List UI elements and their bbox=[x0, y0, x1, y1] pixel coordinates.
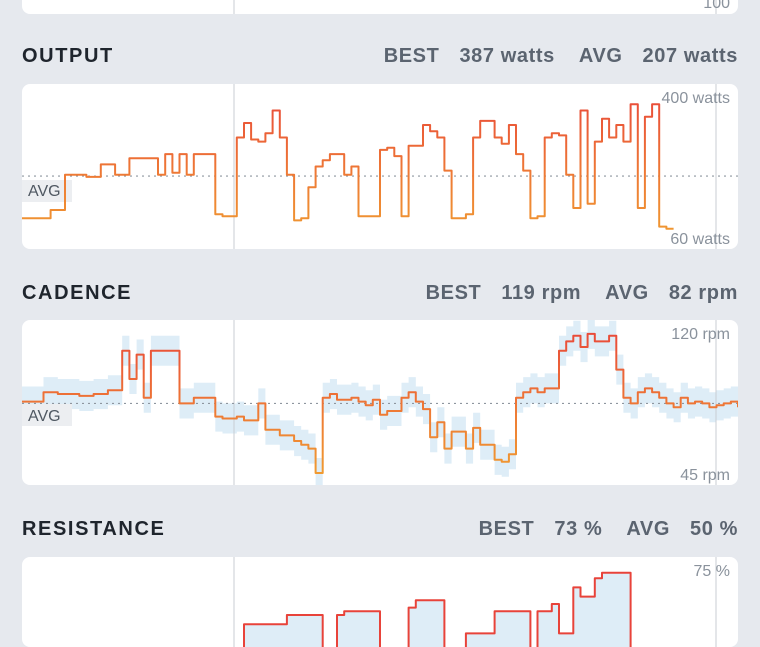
cadence-best-value: 119 rpm bbox=[501, 281, 582, 304]
output-avg-label-bg bbox=[22, 180, 72, 202]
cadence-header: CADENCE BEST 119 rpm AVG 82 rpm bbox=[22, 279, 738, 307]
cadence-title: CADENCE bbox=[22, 281, 133, 304]
cadence-avg-label: AVG bbox=[605, 281, 649, 304]
resistance-series-line bbox=[243, 571, 632, 647]
resistance-title: RESISTANCE bbox=[22, 517, 166, 540]
resistance-header: RESISTANCE BEST 73 % AVG 50 % bbox=[22, 515, 738, 543]
cadence-chart: 120 rpm 45 rpm AVG bbox=[22, 320, 738, 485]
resistance-best-value: 73 % bbox=[554, 517, 603, 540]
cadence-best-label: BEST bbox=[425, 281, 482, 304]
resistance-avg-value: 50 % bbox=[690, 517, 738, 540]
cadence-min-label: 45 rpm bbox=[680, 467, 730, 484]
resistance-best-label: BEST bbox=[478, 517, 535, 540]
top-chart-svg: 100 bbox=[233, 0, 730, 14]
cadence-max-label: 120 rpm bbox=[671, 326, 730, 343]
cadence-avg-line-label: AVG bbox=[28, 408, 61, 425]
resistance-chart-card: 75 % bbox=[22, 557, 738, 647]
cadence-series-line bbox=[22, 332, 738, 474]
top-chart-max-label: 100 bbox=[703, 0, 730, 12]
cadence-stats: BEST 119 rpm AVG 82 rpm bbox=[408, 282, 738, 305]
output-chart-card: 400 watts 60 watts AVG bbox=[22, 84, 738, 249]
output-title: OUTPUT bbox=[22, 44, 114, 67]
cadence-chart-card: 120 rpm 45 rpm AVG bbox=[22, 320, 738, 485]
cadence-avg-label-bg bbox=[22, 404, 72, 426]
output-avg-label: AVG bbox=[578, 44, 623, 67]
output-max-label: 400 watts bbox=[662, 90, 730, 107]
output-chart: 400 watts 60 watts AVG bbox=[22, 84, 738, 249]
output-min-label: 60 watts bbox=[670, 231, 730, 248]
resistance-stats: BEST 73 % AVG 50 % bbox=[461, 518, 738, 541]
output-avg-value: 207 watts bbox=[642, 44, 738, 67]
top-chart-card: 100 bbox=[22, 0, 738, 14]
output-header: OUTPUT BEST 387 watts AVG 207 watts bbox=[22, 42, 738, 70]
output-stats: BEST 387 watts AVG 207 watts bbox=[366, 45, 738, 68]
output-best-label: BEST bbox=[383, 44, 440, 67]
resistance-fill bbox=[236, 572, 631, 647]
output-series-line bbox=[22, 103, 674, 230]
resistance-chart: 75 % bbox=[233, 557, 730, 647]
output-best-value: 387 watts bbox=[459, 44, 555, 67]
cadence-avg-value: 82 rpm bbox=[668, 281, 738, 304]
output-avg-line-label: AVG bbox=[28, 183, 61, 200]
resistance-avg-label: AVG bbox=[626, 517, 670, 540]
resistance-max-label: 75 % bbox=[694, 563, 730, 580]
